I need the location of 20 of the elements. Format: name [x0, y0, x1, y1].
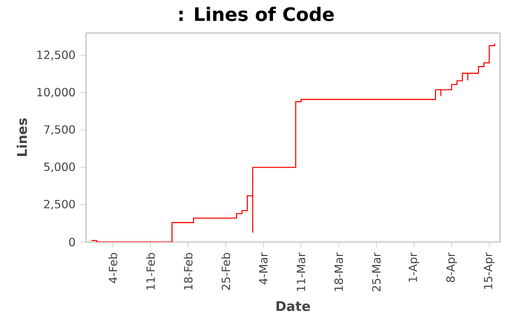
y-tick-label: 10,000 [37, 88, 75, 98]
x-tick-label: 1-Apr [408, 252, 420, 282]
x-axis-title: Date [276, 301, 310, 312]
x-tick-label: 11-Mar [296, 252, 306, 291]
x-tick-label: 25-Feb [221, 252, 230, 290]
x-tick-label: 18-Feb [184, 252, 193, 290]
y-tick-label: 0 [69, 238, 75, 246]
x-tick-label: 18-Mar [334, 252, 343, 291]
y-tick-label: 12,500 [37, 50, 75, 60]
x-tick-label: 8-Apr [446, 252, 457, 282]
x-tick-label: 4-Mar [259, 252, 268, 284]
y-axis-title: Lines [16, 118, 28, 156]
x-tick-label: 11-Feb [146, 252, 155, 290]
x-tick-label: 15-Apr [484, 252, 495, 289]
y-tick-label: 5,000 [44, 162, 75, 172]
y-tick-label: 7,500 [44, 125, 75, 135]
y-tick-label: 2,500 [44, 200, 75, 210]
chart-title: : Lines of Code [179, 6, 334, 22]
x-tick-label: 4-Feb [108, 252, 118, 284]
x-tick-label: 25-Mar [372, 252, 381, 292]
